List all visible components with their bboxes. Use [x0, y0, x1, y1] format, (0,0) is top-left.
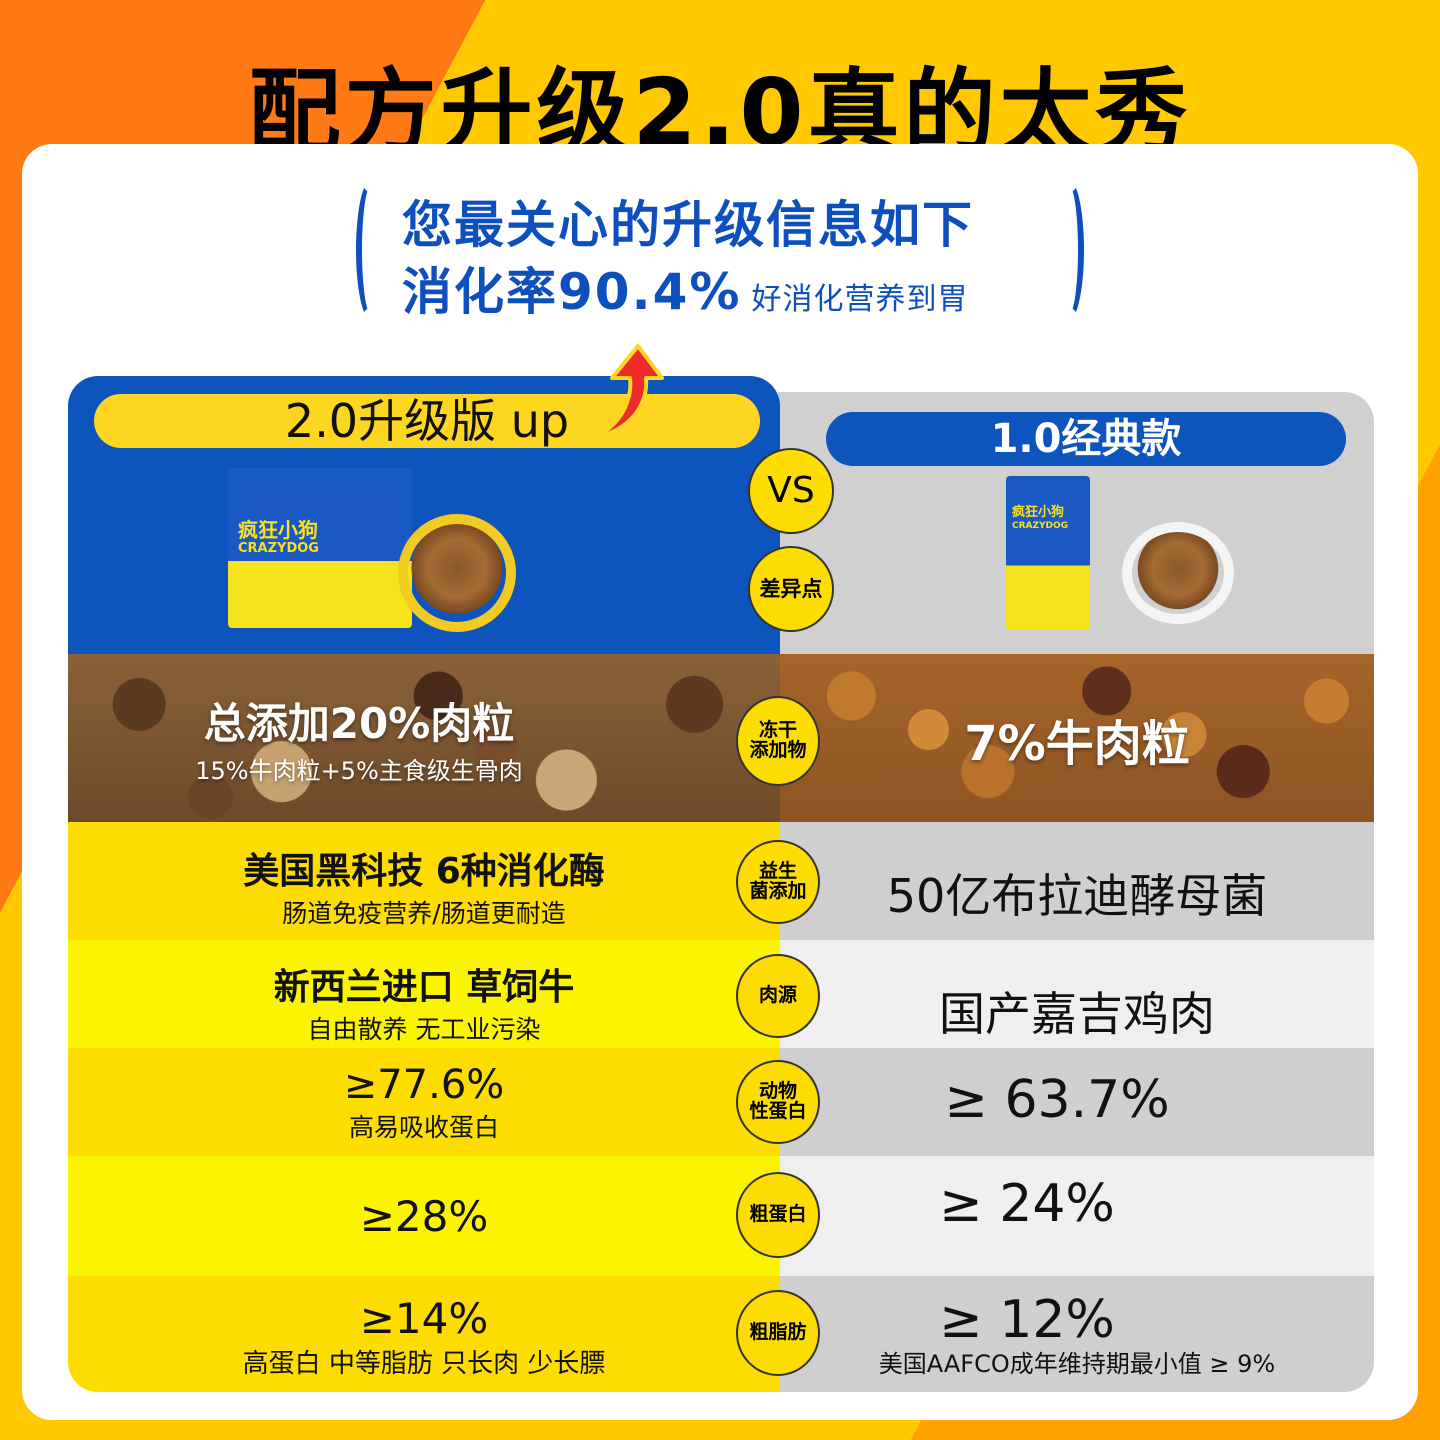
classic-freeze-dried-main: 7%牛肉粒 [964, 716, 1190, 772]
upgrade-freeze-dried-main: 总添加20%肉粒 [203, 699, 515, 748]
upgrade-animal-protein-main: ≥77.6% [343, 1062, 505, 1108]
classic-meat-source-cell: 国产嘉吉鸡肉 [780, 940, 1374, 1048]
row-animal-protein: ≥77.6% 高易吸收蛋白 ≥ 63.7% 动物 性蛋白 [68, 1048, 1374, 1156]
upgrade-meat-source-cell: 新西兰进口 草饲牛 自由散养 无工业污染 [68, 940, 780, 1048]
upgrade-crude-protein-main: ≥28% [359, 1192, 489, 1241]
classic-crude-fat-main: ≥ 12% [939, 1290, 1115, 1350]
freeze-dried-badge-line1: 冻干 [758, 719, 797, 742]
upgrade-crude-fat-main: ≥14% [359, 1294, 489, 1343]
row-meat-source: 新西兰进口 草饲牛 自由散养 无工业污染 国产嘉吉鸡肉 肉源 [68, 940, 1374, 1048]
animal-protein-badge-line2: 性蛋白 [749, 1100, 807, 1122]
digestibility-rate: 消化率90.4% [402, 263, 742, 321]
upgrade-version-label: 2.0升级版 up [94, 394, 760, 448]
crude-fat-badge: 粗脂肪 [736, 1290, 820, 1376]
upgrade-probiotics-cell: 美国黑科技 6种消化酶 肠道免疫营养/肠道更耐造 [68, 822, 780, 940]
upgrade-animal-protein-sub: 高易吸收蛋白 [348, 1113, 499, 1142]
intro-title: 您最关心的升级信息如下 [402, 196, 974, 254]
animal-protein-badge-line1: 动物 [758, 1080, 797, 1103]
classic-meat-source-main: 国产嘉吉鸡肉 [939, 987, 1215, 1041]
classic-product-image: 疯狂小狗 CRAZYDOG [1006, 476, 1266, 636]
vs-badge: VS [748, 448, 834, 534]
row-crude-protein: ≥28% ≥ 24% 粗蛋白 [68, 1156, 1374, 1276]
upgrade-crude-fat-cell: ≥14% 高蛋白 中等脂肪 只长肉 少长膘 [68, 1276, 780, 1392]
classic-food-bowl [1122, 522, 1234, 624]
row-crude-fat: ≥14% 高蛋白 中等脂肪 只长肉 少长膘 ≥ 12% 美国AAFCO成年维持期… [68, 1276, 1374, 1392]
arrow-up-icon [592, 344, 664, 440]
classic-version-label: 1.0经典款 [826, 412, 1346, 466]
comparison-table: 2.0升级版 up 1.0经典款 疯狂小狗 CRAZYDOG 疯狂小狗 CRAZ… [68, 344, 1374, 1392]
probiotics-badge: 益生 菌添加 [736, 840, 820, 924]
right-paren-icon [1054, 180, 1084, 320]
upgrade-crude-protein-cell: ≥28% [68, 1156, 780, 1276]
classic-bag-brand-en: CRAZYDOG [1012, 521, 1069, 531]
upgrade-probiotics-sub: 肠道免疫营养/肠道更耐造 [282, 899, 566, 928]
upgrade-animal-protein-cell: ≥77.6% 高易吸收蛋白 [68, 1048, 780, 1156]
difference-badge: 差异点 [748, 546, 834, 632]
upgrade-meat-source-sub: 自由散养 无工业污染 [307, 1015, 541, 1044]
digestibility-note: 好消化营养到胃 [751, 282, 969, 317]
upgrade-food-bowl [398, 514, 516, 632]
intro-block: 您最关心的升级信息如下 消化率90.4% 好消化营养到胃 [350, 180, 1090, 321]
upgrade-meat-source-main: 新西兰进口 草饲牛 [273, 967, 575, 1008]
freeze-dried-badge-line2: 添加物 [749, 739, 807, 761]
freeze-dried-badge: 冻干 添加物 [736, 696, 820, 786]
upgrade-product-image: 疯狂小狗 CRAZYDOG [228, 468, 528, 640]
upgrade-bag-brand-en: CRAZYDOG [238, 541, 319, 556]
upgrade-crude-fat-sub: 高蛋白 中等脂肪 只长肉 少长膘 [242, 1349, 606, 1379]
classic-crude-fat-sub: 美国AAFCO成年维持期最小值 ≥ 9% [878, 1350, 1276, 1378]
left-paren-icon [356, 180, 386, 320]
classic-animal-protein-main: ≥ 63.7% [944, 1070, 1170, 1130]
probiotics-badge-line1: 益生 [758, 860, 797, 883]
classic-animal-protein-cell: ≥ 63.7% [780, 1048, 1374, 1156]
row-freeze-dried: 总添加20%肉粒 15%牛肉粒+5%主食级生骨肉 7%牛肉粒 冻干 添加物 [68, 654, 1374, 822]
probiotics-badge-line2: 菌添加 [749, 880, 807, 902]
animal-protein-badge: 动物 性蛋白 [736, 1060, 820, 1144]
row-probiotics: 美国黑科技 6种消化酶 肠道免疫营养/肠道更耐造 50亿布拉迪酵母菌 益生 菌添… [68, 822, 1374, 940]
crude-protein-badge: 粗蛋白 [736, 1172, 820, 1258]
classic-bag-brand-cn: 疯狂小狗 [1012, 505, 1065, 520]
classic-probiotics-main: 50亿布拉迪酵母菌 [886, 869, 1268, 923]
upgrade-probiotics-main: 美国黑科技 6种消化酶 [243, 851, 605, 892]
upgrade-freeze-dried-sub: 15%牛肉粒+5%主食级生骨肉 [195, 757, 523, 785]
classic-crude-fat-cell: ≥ 12% 美国AAFCO成年维持期最小值 ≥ 9% [780, 1276, 1374, 1392]
intro-digestibility: 消化率90.4% 好消化营养到胃 [402, 252, 968, 324]
classic-product-bag: 疯狂小狗 CRAZYDOG [1006, 476, 1090, 630]
meat-source-badge: 肉源 [736, 954, 820, 1038]
classic-crude-protein-main: ≥ 24% [939, 1174, 1115, 1234]
classic-crude-protein-cell: ≥ 24% [780, 1156, 1374, 1276]
upgrade-bag-brand-cn: 疯狂小狗 [238, 518, 318, 542]
classic-probiotics-cell: 50亿布拉迪酵母菌 [780, 822, 1374, 940]
classic-freeze-dried-cell: 7%牛肉粒 [780, 654, 1374, 822]
upgrade-product-bag: 疯狂小狗 CRAZYDOG [228, 468, 412, 628]
upgrade-freeze-dried-cell: 总添加20%肉粒 15%牛肉粒+5%主食级生骨肉 [68, 654, 780, 822]
